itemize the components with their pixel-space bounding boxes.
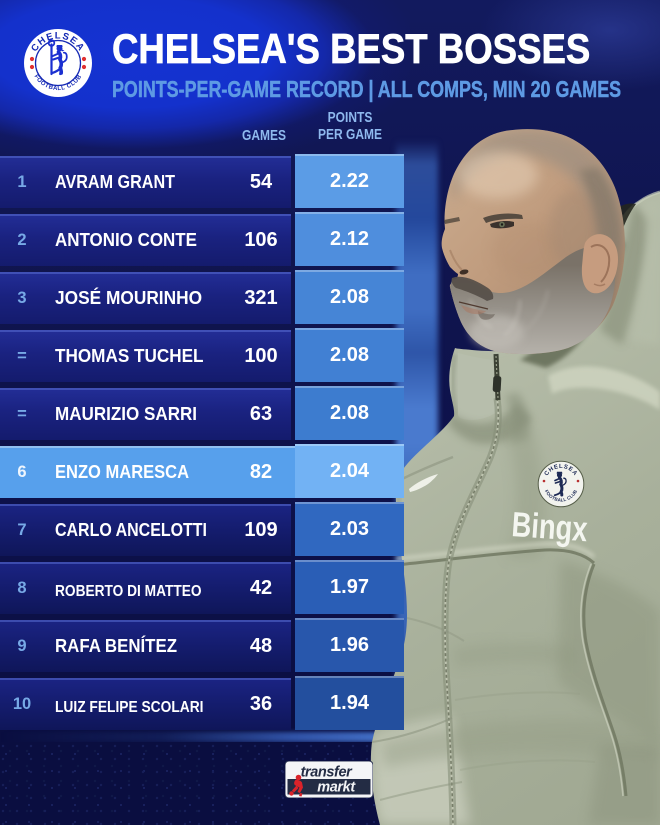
svg-text:Bingx: Bingx (510, 505, 589, 549)
svg-text:markt: markt (317, 780, 356, 796)
svg-text:transfer: transfer (301, 765, 354, 781)
